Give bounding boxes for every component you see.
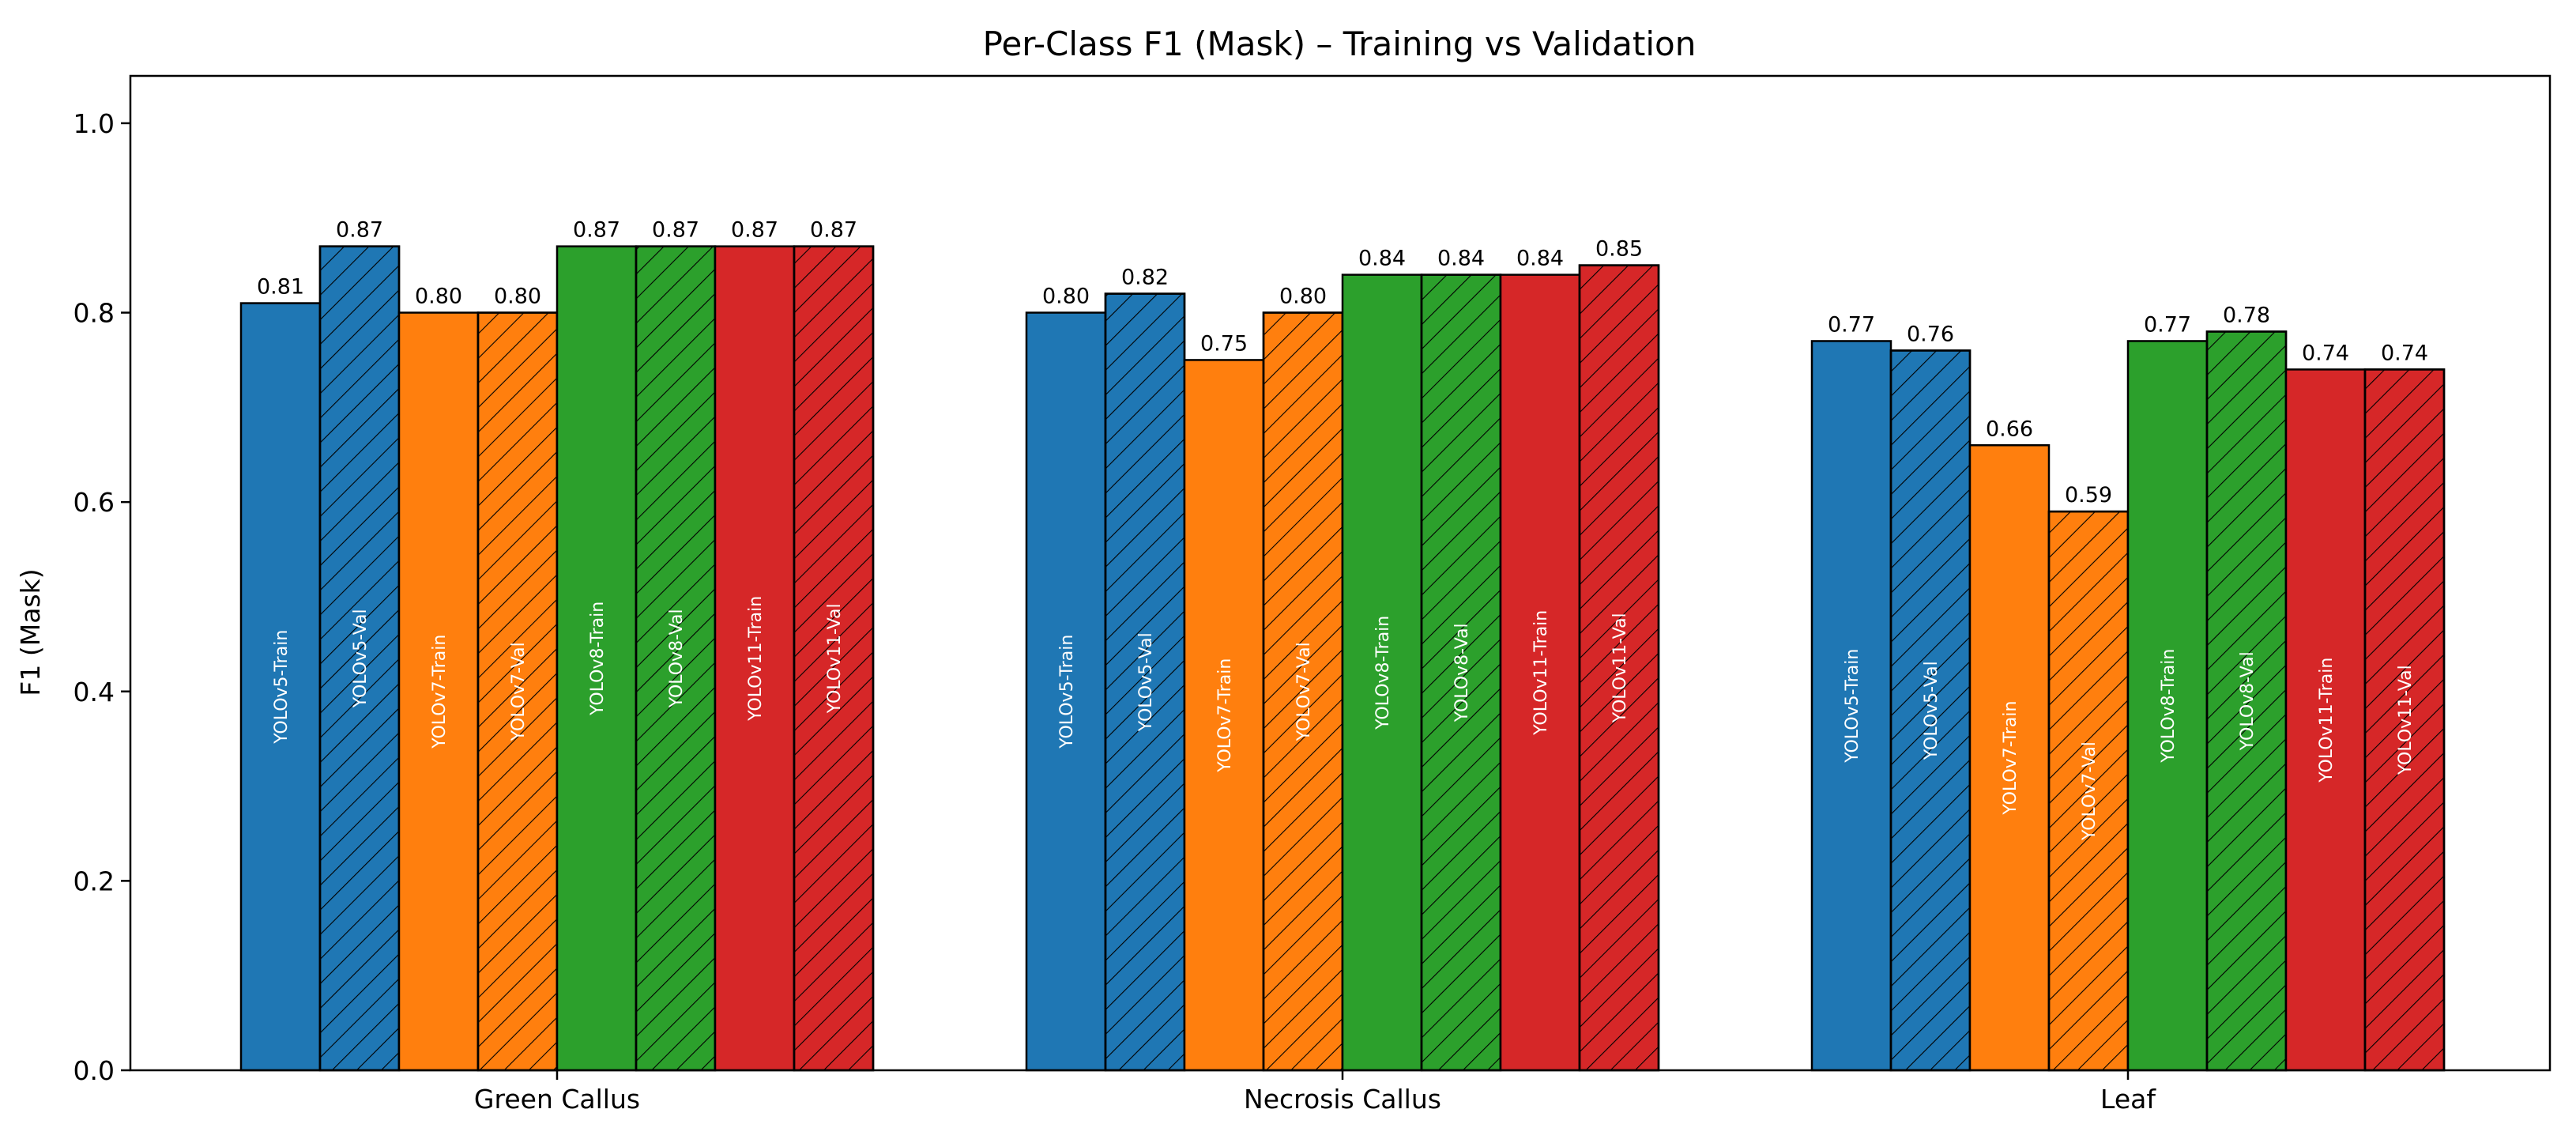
bar-series-label: YOLOv11-Train [1531,610,1551,736]
bar-hatch-overlay [1578,264,1660,1072]
data-label: 0.81 [257,275,304,300]
y-tick-label: 0.8 [73,298,115,329]
data-label: 0.80 [494,285,541,309]
bar-series-label: YOLOv8-Val [1452,623,1472,722]
x-tick-label: Leaf [2100,1084,2156,1115]
data-label: 0.76 [1907,322,1954,346]
bar-yolov8-train-green-callus [555,245,638,1072]
bar-hatch-overlay [2363,368,2446,1072]
bar-hatch-overlay [793,245,875,1072]
data-label: 0.87 [731,218,778,243]
bar-hatch-overlay [1104,292,1186,1072]
bar-series-label: YOLOv5-Train [1843,649,1862,764]
data-label: 0.78 [2223,303,2270,327]
data-label: 0.77 [1828,312,1875,337]
y-axis-label: F1 (Mask) [15,568,46,696]
bar-yolov11-train-green-callus [714,245,796,1072]
data-label: 0.80 [1279,285,1327,309]
chart-title: Per-Class F1 (Mask) – Training vs Valida… [983,25,1697,63]
bar-series-label: YOLOv11-Train [746,596,766,722]
bar-series-label: YOLOv8-Train [588,602,608,716]
data-label: 0.59 [2065,483,2112,507]
data-label: 0.87 [573,218,620,243]
data-label: 0.74 [2381,341,2428,365]
bar-series-label: YOLOv8-Val [667,609,687,708]
data-label: 0.85 [1595,237,1643,262]
bar-series-label: YOLOv11-Train [2317,658,2337,783]
y-tick-label: 1.0 [73,108,115,139]
data-label: 0.84 [1437,247,1485,271]
bar-hatch-overlay [2205,330,2288,1072]
data-label: 0.87 [336,218,383,243]
bar-yolov5-train-leaf [1810,340,1892,1072]
bar-yolov11-train-leaf [2284,368,2367,1072]
bar-series-label: YOLOv5-Val [1922,661,1941,760]
data-label: 0.87 [652,218,699,243]
bar-yolov5-train-necrosis-callus [1025,311,1107,1072]
plot-frame [129,74,2552,1072]
data-label: 0.84 [1358,247,1406,271]
bar-series-label: YOLOv7-Val [1294,642,1314,741]
plot-area: 0.0 0.2 0.4 0.6 0.8 1.0 0.81 YOLOv5-Train 0.87 YO… [73,108,2446,1115]
data-label: 0.75 [1200,331,1248,356]
bar-yolov11-train-necrosis-callus [1499,273,1581,1072]
bar-hatch-overlay [476,311,559,1072]
x-tick-label: Necrosis Callus [1244,1084,1441,1115]
bar-series-label: YOLOv5-Train [1057,635,1077,749]
data-label: 0.87 [810,218,857,243]
y-tick-label: 0.6 [73,487,115,518]
data-label: 0.80 [415,285,462,309]
bar-series-label: YOLOv8-Train [2159,649,2179,764]
bar-series-label: YOLOv5-Val [351,609,371,708]
bar-yolov7-train-green-callus [397,311,480,1072]
bar-series-label: YOLOv7-Train [1215,658,1235,773]
data-label: 0.74 [2302,341,2349,365]
data-label: 0.77 [2144,312,2191,337]
bar-series-label: YOLOv11-Val [2396,665,2416,775]
bar-series-label: YOLOv11-Val [1610,613,1630,723]
bar-yolov8-train-necrosis-callus [1341,273,1423,1072]
bar-series-label: YOLOv8-Val [2238,651,2258,751]
bar-series-label: YOLOv7-Train [2001,701,2021,816]
data-label: 0.82 [1121,266,1169,290]
y-tick-label: 0.0 [73,1055,115,1086]
bar-series-label: YOLOv7-Train [430,635,450,749]
bar-series-label: YOLOv5-Train [272,630,292,745]
data-label: 0.66 [1986,417,2033,441]
data-label: 0.80 [1042,285,1090,309]
bar-series-label: YOLOv7-Val [509,642,529,741]
bar-series-label: YOLOv5-Val [1136,632,1156,732]
bar-yolov7-train-necrosis-callus [1183,359,1265,1072]
y-tick-label: 0.4 [73,677,115,707]
bar-hatch-overlay [1420,273,1502,1072]
x-tick-label: Green Callus [474,1084,640,1115]
data-label: 0.84 [1516,247,1564,271]
bar-series-label: YOLOv8-Train [1373,616,1393,730]
y-tick-label: 0.2 [73,866,115,896]
bar-series-label: YOLOv7-Val [2080,741,2100,841]
bar-hatch-overlay [1889,349,1972,1072]
bar-series-label: YOLOv11-Val [825,603,845,714]
